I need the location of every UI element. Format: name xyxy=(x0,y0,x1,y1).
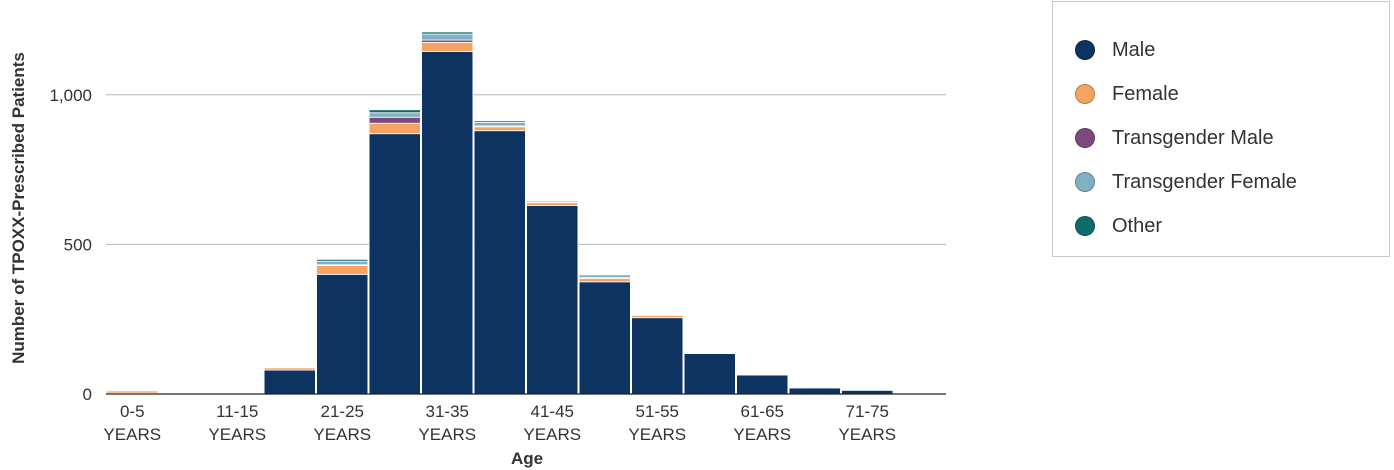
legend-label: Transgender Male xyxy=(1112,126,1274,149)
x-tick-label-unit: YEARS xyxy=(523,425,581,444)
bar-segment-other xyxy=(316,258,369,262)
legend-item-male: Male xyxy=(1053,28,1389,72)
bar-segment-other xyxy=(473,120,526,123)
x-tick-label: 0-5 xyxy=(120,402,145,421)
bar-segment-male xyxy=(263,369,316,395)
legend-label: Transgender Female xyxy=(1112,170,1297,193)
bar-segment-male xyxy=(526,205,579,395)
bar-segment-male xyxy=(316,273,369,395)
x-tick-label-unit: YEARS xyxy=(103,425,161,444)
bar-segment-other xyxy=(578,273,631,276)
legend-swatch xyxy=(1075,40,1095,60)
bar-segment-transgender-female xyxy=(316,260,369,266)
bar-segment-other xyxy=(526,199,579,202)
legend-swatch xyxy=(1075,84,1095,104)
bar-segment-female xyxy=(368,122,421,135)
bar-segment-male xyxy=(473,130,526,395)
bar-segment-female xyxy=(473,126,526,132)
bar-segment-transgender-female xyxy=(683,352,736,354)
legend-swatch xyxy=(1075,172,1095,192)
bar-segment-female xyxy=(106,390,159,394)
legend-label: Male xyxy=(1112,38,1156,61)
bar-segment-male xyxy=(788,387,841,395)
bar-segment-female xyxy=(421,42,474,52)
x-tick-label: 31-35 xyxy=(426,402,469,421)
gridlines xyxy=(106,94,946,245)
legend-item-female: Female xyxy=(1053,72,1389,116)
legend-item-other: Other xyxy=(1053,204,1389,248)
bar-segment-male xyxy=(683,353,736,395)
bar-segment-male xyxy=(736,374,789,395)
y-tick-label: 1,000 xyxy=(49,86,92,105)
bar-segment-transgender-male xyxy=(368,116,421,124)
x-tick-label-unit: YEARS xyxy=(208,425,266,444)
legend-item-transgender-female: Transgender Female xyxy=(1053,160,1389,204)
x-tick-label: 51-55 xyxy=(636,402,679,421)
x-tick-label: 41-45 xyxy=(531,402,574,421)
legend-item-transgender-male: Transgender Male xyxy=(1053,116,1389,160)
bar-segment-transgender-female xyxy=(421,33,474,41)
legend-swatch xyxy=(1075,128,1095,148)
x-tick-label-unit: YEARS xyxy=(733,425,791,444)
x-tick-label: 11-15 xyxy=(216,402,258,421)
x-axis-title: Age xyxy=(511,449,543,468)
x-tick-label: 71-75 xyxy=(846,402,889,421)
x-tick-label: 61-65 xyxy=(741,402,784,421)
bar-segment-female xyxy=(316,264,369,275)
x-tick-label-unit: YEARS xyxy=(418,425,476,444)
x-tick-label: 21-25 xyxy=(321,402,364,421)
legend-swatch xyxy=(1075,216,1095,236)
x-tick-label-unit: YEARS xyxy=(313,425,371,444)
x-tick-label-unit: YEARS xyxy=(838,425,896,444)
bar-segment-other xyxy=(631,313,684,316)
bar-segment-female xyxy=(736,373,789,376)
bar-segment-male xyxy=(421,51,474,395)
legend-label: Other xyxy=(1112,214,1163,237)
bar-segment-transgender-female xyxy=(368,112,421,118)
bar-segment-male xyxy=(368,133,421,395)
y-tick-label: 0 xyxy=(83,385,92,404)
y-tick-label: 500 xyxy=(64,235,92,254)
bar-segment-male xyxy=(578,281,631,395)
bar-segment-transgender-female xyxy=(473,121,526,127)
bar-segment-other xyxy=(421,31,474,35)
bar-segment-male xyxy=(631,317,684,395)
y-axis-ticks: 0 500 1,000 xyxy=(49,86,92,404)
bar-segment-other xyxy=(263,365,316,367)
x-tick-label-unit: YEARS xyxy=(628,425,686,444)
legend: Male Female Transgender Male Transgender Fe… xyxy=(1052,1,1390,257)
bars xyxy=(106,31,946,395)
y-axis-title: Number of TPOXX-Prescribed Patients xyxy=(9,52,28,364)
legend-label: Female xyxy=(1112,82,1179,105)
bar-segment-other xyxy=(368,109,421,114)
x-axis-ticks: 0-5 YEARS 11-15 YEARS 21-25 YEARS 31-35 YEARS 41… xyxy=(103,402,896,444)
